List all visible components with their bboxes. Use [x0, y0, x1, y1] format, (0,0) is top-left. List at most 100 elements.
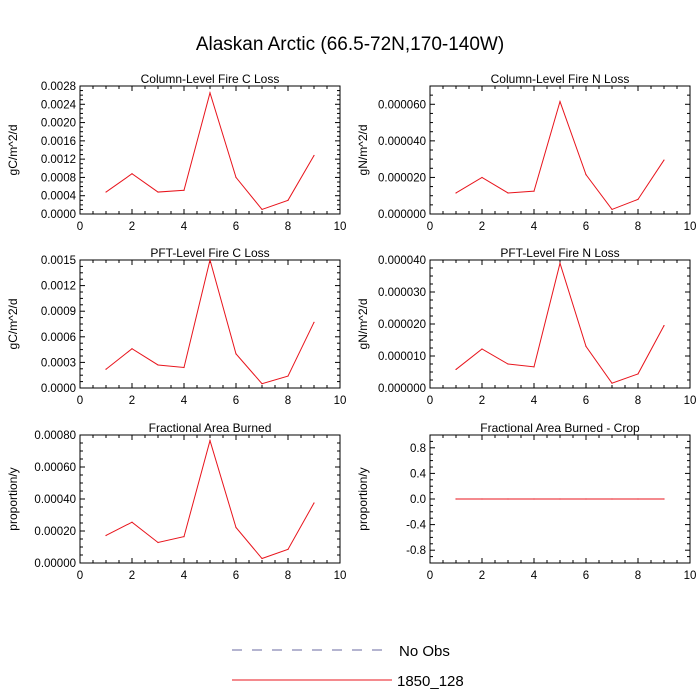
panel-6-data-point [559, 498, 561, 500]
panel-3-data-point [131, 348, 133, 350]
panel-4-data-point [533, 366, 535, 368]
panel-2-ytick-label: 0.000020 [378, 172, 426, 184]
panel-3-frame [79, 259, 341, 389]
panel-3-ylabel: gC/m^2/d [6, 299, 20, 350]
panel-4-data-point [559, 262, 561, 264]
panel-3-xtick-label: 10 [334, 395, 347, 407]
panel-4-xtick-label: 4 [531, 395, 538, 407]
panel-5-xtick-label: 2 [129, 570, 135, 582]
panel-6-data-point [481, 498, 483, 500]
panel-2-frame [429, 85, 691, 215]
panel-2-data-point [663, 159, 665, 161]
panel-2-ytick-label: 0.000060 [378, 99, 426, 111]
panel-5-data-point [105, 534, 107, 537]
panel-1-data-point [105, 191, 107, 193]
panel-2-data-point [507, 192, 509, 194]
panel-1-data-point [209, 92, 211, 94]
panel-6-xtick-label: 4 [531, 570, 538, 582]
panel-1-xtick-label: 2 [129, 221, 135, 233]
panel-2-xtick-label: 6 [583, 221, 589, 233]
panel-2-data-point [559, 100, 561, 103]
panel-4-ytick-label: 0.000030 [378, 287, 426, 299]
panel-6-xtick-label: 6 [583, 570, 589, 582]
panel-4-data-point [585, 345, 587, 347]
panel-2-series-line [455, 99, 665, 211]
panel-1-xtick-label: 6 [233, 221, 239, 233]
panel-4-title: PFT-Level Fire N Loss [500, 246, 619, 260]
panel-6-ytick-label: 0.4 [410, 468, 427, 480]
panel-5-ylabel: proportion/y [6, 467, 20, 530]
panel-1-series-line [105, 91, 315, 211]
legend-label-1850-128: 1850_128 [397, 673, 464, 690]
panel-5-xtick-label: 8 [285, 570, 291, 582]
panel-5-data-point [209, 440, 211, 442]
panel-5-xtick-label: 10 [334, 570, 347, 582]
panel-3-xtick-label: 2 [129, 395, 135, 407]
panel-1-ytick-label: 0.0020 [41, 118, 76, 130]
panel-6-xtick-label: 2 [479, 570, 485, 582]
panel-5-ytick-label: 0.00000 [34, 558, 76, 570]
panel-1-ytick-label: 0.0000 [41, 209, 76, 221]
panel-4-ytick-label: 0.000020 [378, 319, 426, 331]
panel-1-data-point [287, 199, 289, 201]
panel-4-xtick-label: 6 [583, 395, 589, 407]
panel-6-ytick-label: 0.8 [410, 443, 426, 455]
panel-6-ylabel: proportion/y [356, 467, 370, 530]
panel-3-ytick-label: 0.0000 [41, 383, 76, 395]
panel-4-series-line [455, 261, 665, 384]
panel-6-ytick-label: -0.8 [406, 545, 426, 557]
panel-1-data-point [235, 176, 237, 179]
panel-3-data-point [287, 375, 289, 377]
legend-label-no-obs: No Obs [399, 643, 450, 660]
panel-6-xtick-label: 10 [684, 570, 697, 582]
panel-5-ytick-label: 0.00020 [34, 526, 76, 538]
panel-3-xtick-label: 0 [77, 395, 83, 407]
panel-4-data-point [637, 373, 639, 375]
panel-6-data-point [585, 498, 587, 500]
panel-4-ytick-label: 0.000010 [378, 351, 426, 363]
panel-1-data-point [131, 173, 133, 175]
panel-5-ytick-label: 0.00060 [34, 462, 76, 474]
panel-1-data-point [261, 208, 263, 211]
panel-4-xtick-label: 8 [635, 395, 641, 407]
panel-2-data-point [481, 176, 483, 179]
panel-4-data-point [663, 325, 665, 327]
panel-3-data-point [313, 321, 315, 323]
panel-2-xtick-label: 2 [479, 221, 485, 233]
panel-2-ytick-label: 0.000040 [378, 136, 426, 148]
panel-3-ytick-label: 0.0015 [41, 255, 76, 267]
panel-1-xtick-label: 0 [77, 221, 83, 233]
panel-5-xtick-label: 4 [181, 570, 188, 582]
panel-1-frame [79, 85, 341, 215]
panel-5-data-point [157, 541, 159, 544]
panel-4-ytick-label: 0.000040 [378, 255, 426, 267]
panel-2-data-point [637, 198, 639, 200]
panel-6-data-point [637, 498, 639, 500]
panel-3-xtick-label: 8 [285, 395, 291, 407]
panel-6-data-point [507, 498, 509, 500]
panel-6-data-point [663, 498, 665, 500]
panel-6-ytick-label: -0.4 [406, 520, 426, 532]
panel-3-xtick-label: 4 [181, 395, 188, 407]
panel-5-data-point [183, 536, 185, 538]
panel-3-xtick-label: 6 [233, 395, 239, 407]
panel-4-data-point [481, 348, 483, 350]
panel-6-data-point [533, 498, 535, 500]
panel-6-data-point [611, 498, 613, 500]
panel-3-ytick-label: 0.0012 [41, 281, 76, 293]
panel-5-frame [79, 434, 341, 564]
panel-3-data-point [261, 383, 263, 385]
panel-2-data-point [455, 192, 457, 194]
panel-1-ytick-label: 0.0024 [41, 99, 77, 111]
panel-5-data-point [131, 521, 133, 523]
panel-4-frame [429, 259, 691, 389]
panel-3-title: PFT-Level Fire C Loss [150, 246, 269, 260]
panel-2-ylabel: gN/m^2/d [356, 125, 370, 176]
panel-1-xtick-label: 10 [334, 221, 347, 233]
panel-5-xtick-label: 6 [233, 570, 239, 582]
panel-5-xtick-label: 0 [77, 570, 83, 582]
panel-4-data-point [507, 363, 509, 365]
panel-1-data-point [183, 189, 185, 191]
panel-1-ytick-label: 0.0004 [41, 191, 77, 203]
